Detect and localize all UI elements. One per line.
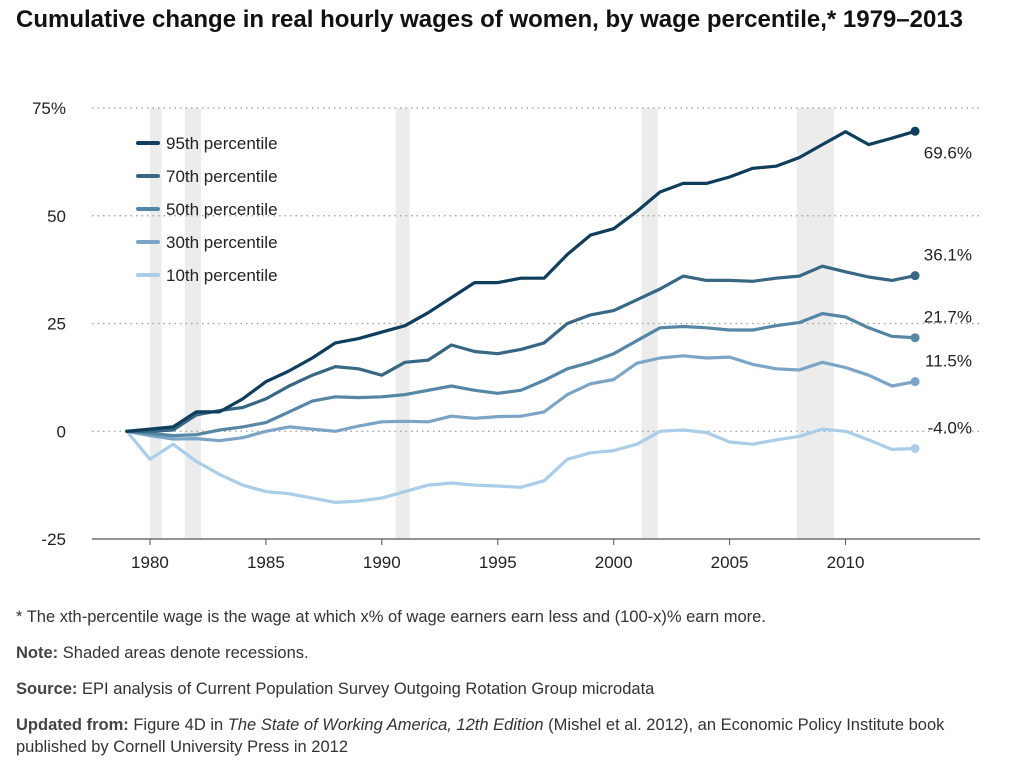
x-tick-label: 1985 <box>247 553 285 572</box>
updated-from-note: Updated from: Figure 4D in The State of … <box>16 714 1016 758</box>
y-tick-label: 0 <box>57 422 66 441</box>
source-label: Source: <box>16 680 78 698</box>
series-line-50th <box>125 312 917 438</box>
end-label-50th: 21.7% <box>924 308 972 327</box>
y-tick-label: 50 <box>47 207 66 226</box>
end-label-70th: 36.1% <box>924 246 972 265</box>
end-point-30th <box>910 377 920 387</box>
x-tick-label: 1995 <box>479 553 517 572</box>
x-tick-label: 1990 <box>363 553 401 572</box>
updated-pre: Figure 4D in <box>128 716 228 734</box>
chart-title: Cumulative change in real hourly wages o… <box>16 6 964 33</box>
x-tick-label: 1980 <box>131 553 169 572</box>
recession-band-3 <box>641 108 658 539</box>
series-line-10th <box>125 427 917 504</box>
y-tick-label: 75% <box>32 99 66 118</box>
updated-post: (Mishel et al. 2012), an Economic Policy… <box>16 716 945 756</box>
asterisk-note: * The xth-percentile wage is the wage at… <box>16 608 766 626</box>
end-label-30th: 11.5% <box>925 352 972 371</box>
end-point-50th <box>910 333 920 343</box>
end-point-10th <box>910 443 920 453</box>
note-label: Note: <box>16 644 59 662</box>
end-point-70th <box>910 271 920 281</box>
recession-band-4 <box>796 108 834 539</box>
series-line-30th <box>125 354 917 443</box>
y-tick-label: -25 <box>41 530 66 549</box>
x-tick-label: 2010 <box>827 553 865 572</box>
note-text: Shaded areas denote recessions. <box>58 644 309 662</box>
legend-label: 30th percentile <box>166 233 278 252</box>
updated-label: Updated from: <box>16 716 129 734</box>
legend-label: 50th percentile <box>166 200 278 219</box>
footnotes: * The xth-percentile wage is the wage at… <box>16 606 1016 772</box>
recession-band-0 <box>149 108 162 539</box>
end-point-95th <box>910 126 920 136</box>
x-tick-label: 2000 <box>595 553 633 572</box>
series-line-95th <box>125 129 917 433</box>
x-tick-label: 2005 <box>711 553 749 572</box>
book-title: The State of Working America, 12th Editi… <box>227 716 544 734</box>
series-line-70th <box>125 264 917 433</box>
source-text: EPI analysis of Current Population Surve… <box>77 680 655 698</box>
legend-label: 70th percentile <box>166 167 278 186</box>
source-note: Source: EPI analysis of Current Populati… <box>16 678 1016 700</box>
note-recessions: Note: Shaded areas denote recessions. <box>16 642 1016 664</box>
line-chart: 75% 50 25 0 -25 1980 1985 1990 1995 2000 2005 2010 6… <box>32 99 980 572</box>
end-label-10th: -4.0% <box>928 418 972 437</box>
y-tick-label: 25 <box>47 315 66 334</box>
legend-label: 95th percentile <box>166 134 278 153</box>
end-label-95th: 69.6% <box>924 143 972 162</box>
legend-label: 10th percentile <box>166 266 278 285</box>
